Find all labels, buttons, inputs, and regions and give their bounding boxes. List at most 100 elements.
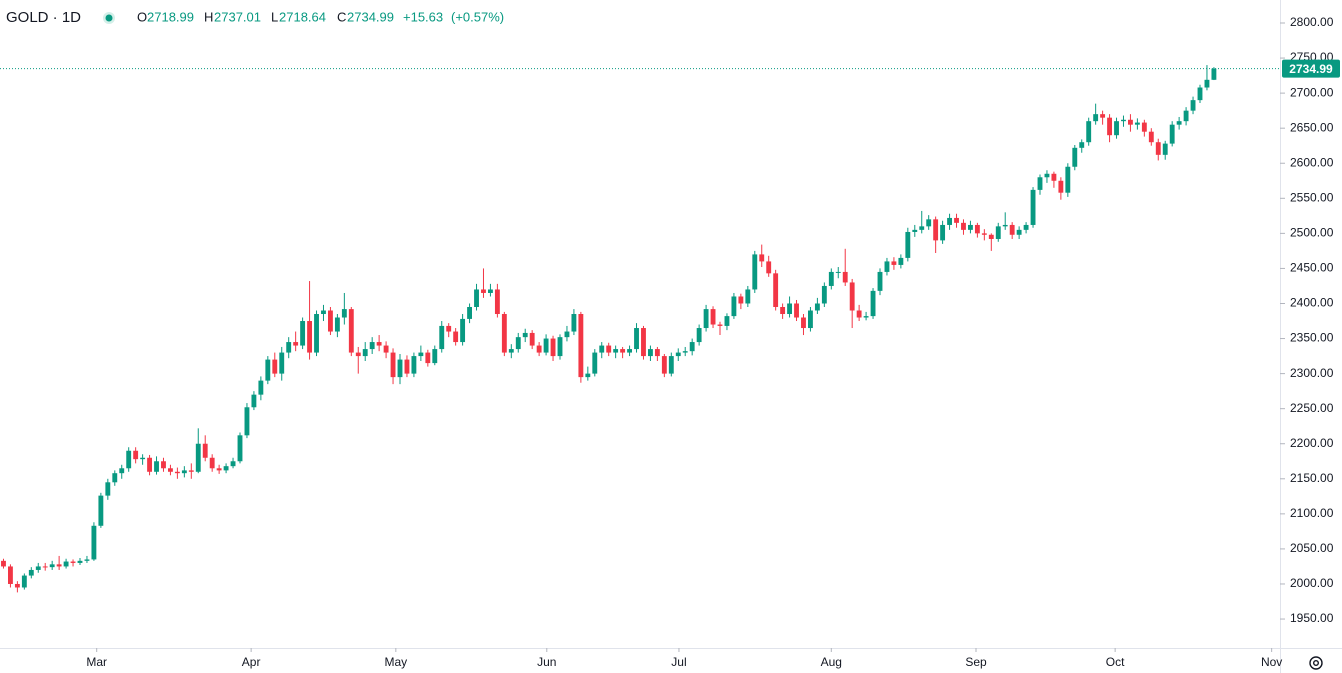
candle-body	[974, 224, 980, 234]
y-tick-label: 2100.00	[1290, 506, 1334, 520]
candle-body	[1079, 142, 1085, 148]
candle-body	[585, 373, 591, 378]
candle-body	[821, 285, 827, 304]
candle-body	[801, 317, 806, 329]
candle-body	[828, 271, 834, 286]
candle-body	[293, 342, 299, 346]
candle-body	[174, 471, 180, 474]
candle-body	[237, 435, 243, 462]
candle-body	[1009, 224, 1015, 235]
candle-body	[418, 352, 424, 357]
candle-body	[1134, 122, 1140, 125]
candle-body	[168, 468, 173, 472]
candle-body	[703, 309, 709, 329]
candle-body	[592, 352, 598, 374]
candle-body	[550, 338, 556, 357]
candle-body	[1044, 173, 1050, 178]
candle-body	[467, 306, 472, 319]
candle-body	[91, 525, 97, 560]
gear-inner	[1313, 660, 1319, 666]
candle-body	[536, 345, 542, 353]
candle-body	[543, 338, 549, 353]
candle-body	[397, 359, 403, 378]
y-tick-label: 2800.00	[1290, 15, 1334, 29]
candle-body	[884, 261, 890, 272]
candle-body	[439, 325, 445, 350]
candle-body	[1141, 122, 1147, 132]
candle-body	[494, 289, 500, 315]
candle-body	[258, 380, 264, 395]
candle-body	[216, 468, 222, 471]
x-tick-label: Nov	[1261, 655, 1282, 669]
candle-body	[481, 289, 486, 293]
candle-body	[814, 303, 820, 311]
status-dot	[105, 14, 113, 22]
candle-body	[1211, 68, 1217, 80]
candle-body	[425, 352, 431, 364]
candle-body	[488, 289, 493, 293]
candle-body	[1155, 142, 1161, 155]
candle-body	[321, 310, 326, 315]
candle-body	[1162, 143, 1168, 155]
candle-body	[1197, 87, 1203, 101]
candle-body	[105, 482, 111, 496]
candle-body	[244, 407, 250, 436]
x-tick-label: Jul	[671, 655, 686, 669]
ohlc-letter: L	[271, 9, 278, 24]
y-tick-label: 2350.00	[1290, 331, 1334, 345]
candle-body	[188, 470, 194, 472]
candle-body	[780, 306, 786, 315]
change-pct: (+0.57%)	[451, 9, 504, 24]
candle-body	[348, 309, 354, 353]
candle-body	[84, 559, 90, 561]
candle-body	[432, 349, 438, 364]
candle-body	[891, 261, 897, 265]
ohlc-letter: C	[337, 9, 346, 24]
x-tick-label: Oct	[1106, 655, 1125, 669]
candle-body	[961, 222, 966, 230]
x-tick-label: Sep	[965, 655, 987, 669]
candle-body	[251, 394, 257, 408]
candle-body	[202, 443, 208, 458]
candle-body	[668, 356, 674, 374]
candle-body	[376, 342, 382, 346]
candle-body	[654, 349, 660, 357]
y-tick-label: 2450.00	[1290, 261, 1334, 275]
candle-body	[362, 349, 368, 357]
candle-body	[912, 229, 918, 232]
ohlc-value: 2718.64	[279, 9, 326, 24]
candle-body	[1100, 114, 1106, 118]
candle-body	[773, 273, 779, 307]
candle-body	[140, 457, 146, 460]
y-tick-label: 2250.00	[1290, 401, 1334, 415]
candle-body	[501, 314, 507, 353]
candle-body	[1183, 110, 1189, 122]
y-tick-label: 2000.00	[1290, 576, 1334, 590]
candle-body	[995, 226, 1001, 239]
candle-body	[411, 356, 417, 374]
candle-body	[8, 566, 13, 584]
candle-body	[1002, 224, 1008, 227]
candle-body	[314, 314, 319, 353]
y-tick-label: 2650.00	[1290, 120, 1334, 134]
candle-body	[905, 231, 911, 258]
settings-icon[interactable]	[1309, 656, 1323, 670]
candle-body	[745, 289, 751, 304]
x-tick-label: May	[384, 655, 407, 669]
candle-body	[682, 351, 688, 353]
candle-body	[717, 324, 723, 326]
candle-body	[355, 352, 361, 357]
candle-body	[794, 303, 799, 318]
candle-body	[557, 337, 563, 357]
candle-body	[613, 349, 619, 353]
candle-body	[710, 309, 716, 325]
candle-body	[279, 352, 285, 374]
candle-body	[49, 564, 55, 568]
candle-body	[56, 564, 62, 567]
y-tick-label: 2500.00	[1290, 226, 1334, 240]
candle-body	[328, 310, 333, 332]
candle-body	[21, 575, 27, 588]
candle-body	[1148, 131, 1154, 143]
